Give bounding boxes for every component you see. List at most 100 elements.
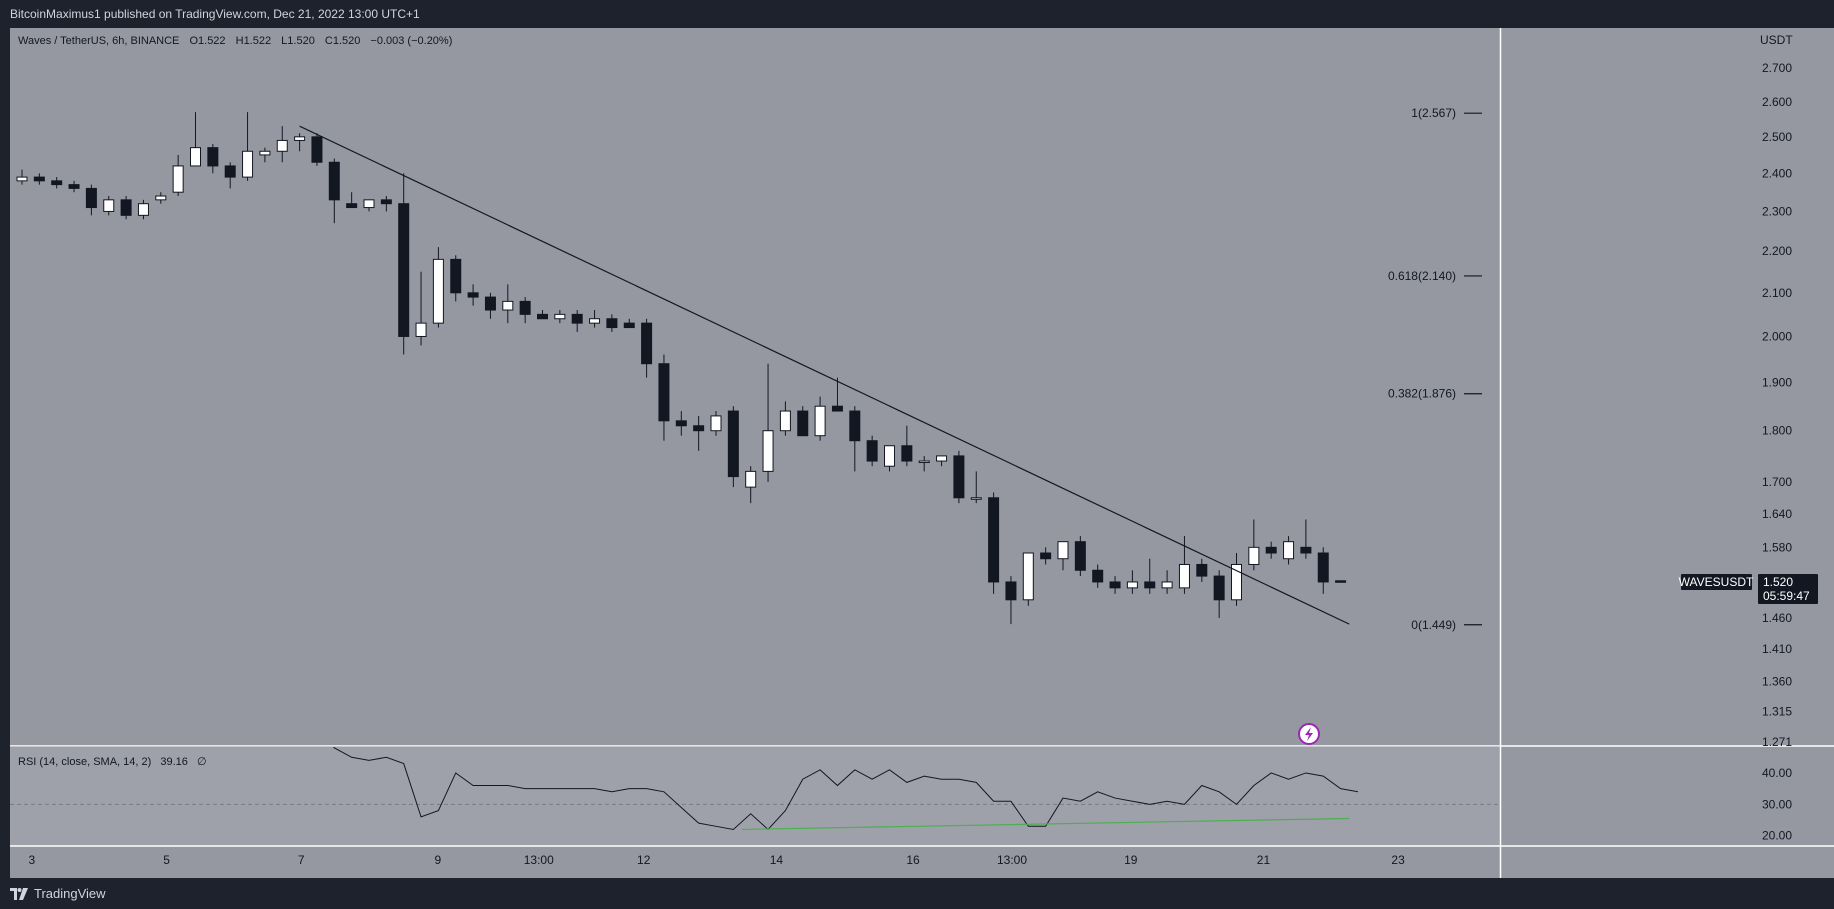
candle-bear: [727, 410, 739, 478]
price-scale-bg: [1500, 28, 1834, 878]
candle-bull: [779, 410, 791, 432]
last-price-tag-bg: [1758, 573, 1818, 604]
high-label: H: [235, 35, 244, 47]
fib-label-3: 0(1.449): [1411, 618, 1456, 632]
price-axis-currency: USDT: [1760, 33, 1793, 47]
candle-bear: [901, 445, 913, 462]
symbol-tag-label: WAVESUSDT: [1679, 575, 1754, 589]
high-value: 1.522: [243, 35, 272, 47]
candle-bear: [623, 322, 635, 329]
time-tick-label-0: 3: [29, 853, 36, 867]
tradingview-logo[interactable]: TradingView: [10, 886, 106, 901]
rsi-extra: ∅: [196, 756, 207, 768]
rsi-value: 39.16: [160, 756, 188, 768]
candle-bull: [432, 258, 444, 324]
candle-bull: [1231, 563, 1242, 601]
candle-bull: [415, 322, 427, 337]
close-value: 1.520: [332, 35, 361, 47]
fib-label-0: 1(2.567): [1411, 106, 1456, 120]
open-label: O: [189, 35, 199, 47]
candle-bull: [1126, 581, 1138, 589]
price-tick-label-15: 1.410: [1762, 642, 1792, 656]
candle-bull: [276, 139, 288, 152]
open-value: 1.522: [198, 35, 226, 47]
low-value: 1.520: [287, 35, 315, 47]
candle-bull: [1022, 552, 1034, 601]
candles-group: [16, 112, 1350, 625]
candle-bull: [554, 313, 566, 320]
price-tick-label-6: 2.100: [1762, 286, 1792, 300]
rsi-tick-label-1: 30.00: [1762, 797, 1792, 811]
fib-label-1: 0.618(2.140): [1388, 269, 1456, 283]
time-scale-bg: [10, 846, 1500, 878]
candle-bull: [1161, 581, 1173, 589]
price-tick-label-11: 1.640: [1762, 507, 1792, 521]
time-tick-label-9: 19: [1124, 853, 1138, 867]
candle-bear: [68, 184, 80, 189]
candle-bear: [450, 258, 462, 294]
time-tick-label-10: 21: [1257, 853, 1271, 867]
candle-bull: [294, 136, 306, 141]
candle-bear: [311, 136, 323, 163]
candle-bull: [589, 318, 601, 324]
descending-trendline: [299, 125, 1350, 625]
candle-bear: [1265, 546, 1277, 554]
countdown-label: 05:59:47: [1763, 589, 1810, 603]
candle-bull: [190, 147, 201, 167]
candle-bull: [259, 150, 271, 156]
price-tick-label-5: 2.200: [1762, 244, 1792, 258]
rsi-name[interactable]: RSI (14, close, SMA, 14, 2): [18, 756, 152, 768]
candle-bull: [936, 455, 948, 462]
candle-bear: [484, 296, 496, 311]
candle-bear: [866, 440, 878, 462]
candle-bear: [606, 318, 618, 329]
price-tick-label-0: 2.700: [1762, 61, 1792, 75]
rsi-rising-trendline: [742, 817, 1350, 831]
candle-bear: [675, 420, 687, 427]
candle-bear: [328, 161, 340, 201]
candle-bear: [1213, 575, 1225, 601]
low-label: L: [281, 35, 288, 47]
tradingview-icon: [10, 887, 28, 900]
candle-bear: [1317, 552, 1329, 583]
change-value: −0.003 (−0.20%): [370, 35, 453, 47]
fib-label-2: 0.382(1.876): [1388, 387, 1456, 401]
candle-bull: [814, 405, 826, 437]
candle-bear: [1196, 563, 1208, 577]
candle-bull: [103, 199, 115, 212]
brand-name: TradingView: [34, 886, 106, 901]
candle-bull: [1057, 541, 1069, 560]
time-tick-label-6: 14: [770, 853, 784, 867]
rsi-legend: RSI (14, close, SMA, 14, 2) 39.16 ∅: [18, 755, 213, 768]
time-tick-label-4: 13:00: [524, 853, 554, 867]
candle-bear: [953, 455, 965, 499]
publish-text: BitcoinMaximus1 published on TradingView…: [10, 7, 420, 21]
rsi-group: [10, 747, 1500, 831]
candle-bear: [207, 147, 219, 167]
candle-bear: [224, 165, 236, 178]
time-tick-label-7: 16: [906, 853, 920, 867]
candle-bull: [884, 445, 895, 467]
candle-bull: [745, 470, 757, 488]
candle-bear: [120, 199, 132, 216]
candle-bull: [502, 300, 514, 311]
symbol-name[interactable]: Waves / TetherUS, 6h, BINANCE: [18, 35, 180, 47]
candle-bear: [1040, 552, 1052, 560]
time-tick-label-5: 12: [637, 853, 651, 867]
candle-bear: [346, 203, 358, 209]
candle-bear: [1092, 569, 1104, 583]
lightning-icon[interactable]: [1298, 723, 1320, 745]
candle-bear: [831, 405, 843, 412]
price-tick-label-14: 1.460: [1762, 611, 1792, 625]
price-tick-label-1: 2.600: [1762, 95, 1792, 109]
candle-bull: [762, 430, 774, 472]
candle-bear: [1300, 546, 1312, 554]
candle-bear: [1144, 581, 1156, 589]
price-chart[interactable]: USDT 2.700 2.600 2.500 2.400 2.300 2.200 2.100 2…: [0, 0, 1834, 878]
candle-bear: [33, 176, 45, 182]
candle-bear: [380, 199, 392, 205]
price-tick-label-9: 1.800: [1762, 424, 1792, 438]
candle-bull: [155, 195, 167, 201]
candle-bear: [658, 363, 670, 422]
candle-bear: [51, 180, 63, 186]
